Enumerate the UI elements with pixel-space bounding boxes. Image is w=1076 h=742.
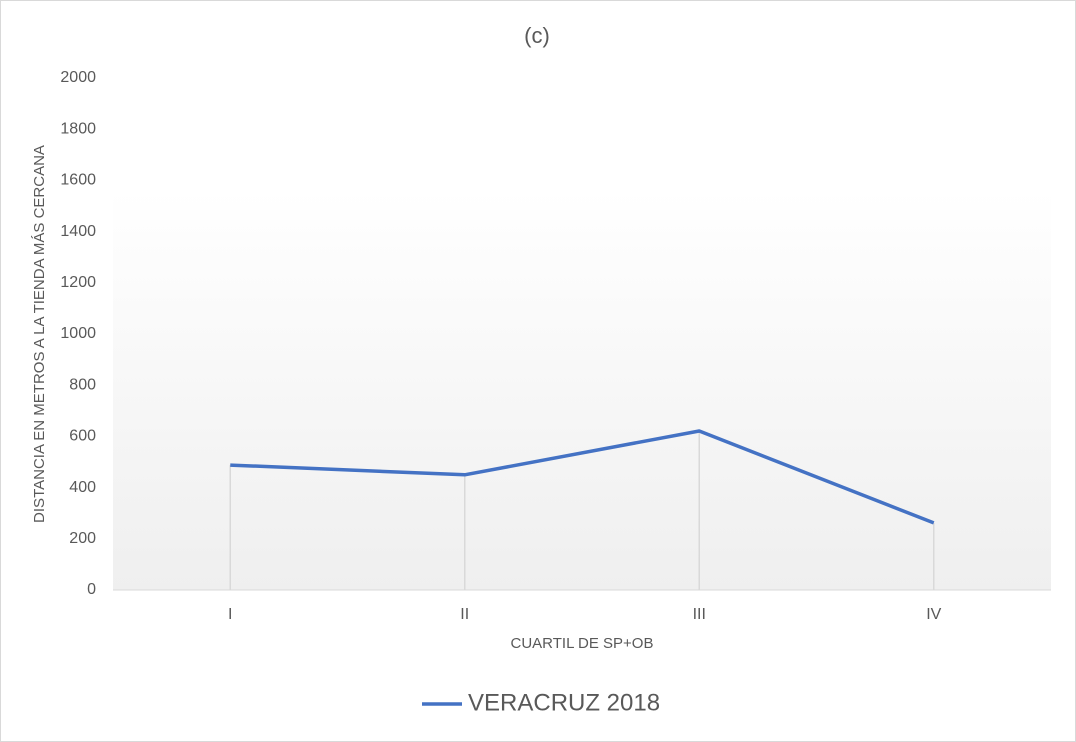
- y-tick-label: 1000: [60, 325, 96, 342]
- y-tick-label: 1800: [60, 120, 96, 137]
- y-tick-label: 1400: [60, 223, 96, 240]
- data-line: [230, 429, 935, 525]
- y-tick-label: 1200: [60, 274, 96, 291]
- x-axis-title: CUARTIL DE SP+OB: [511, 635, 654, 652]
- y-axis-title: DISTANCIA EN METROS A LA TIENDA MÁS CERC…: [31, 145, 48, 523]
- x-tick-label: II: [460, 606, 469, 623]
- y-tick-label: 800: [69, 376, 96, 393]
- x-tick-label: III: [693, 606, 706, 623]
- plot-background: [113, 190, 1051, 590]
- y-tick-label: 1600: [60, 172, 96, 189]
- x-tick-label: IV: [926, 606, 941, 623]
- y-tick-label: 0: [87, 581, 96, 598]
- legend-label: VERACRUZ 2018: [468, 689, 660, 716]
- x-tick-label: I: [228, 606, 232, 623]
- chart-title: (c): [524, 23, 550, 48]
- y-tick-label: 600: [69, 428, 96, 445]
- y-tick-label: 200: [69, 530, 96, 547]
- y-tick-label: 2000: [60, 69, 96, 86]
- y-tick-label: 400: [69, 479, 96, 496]
